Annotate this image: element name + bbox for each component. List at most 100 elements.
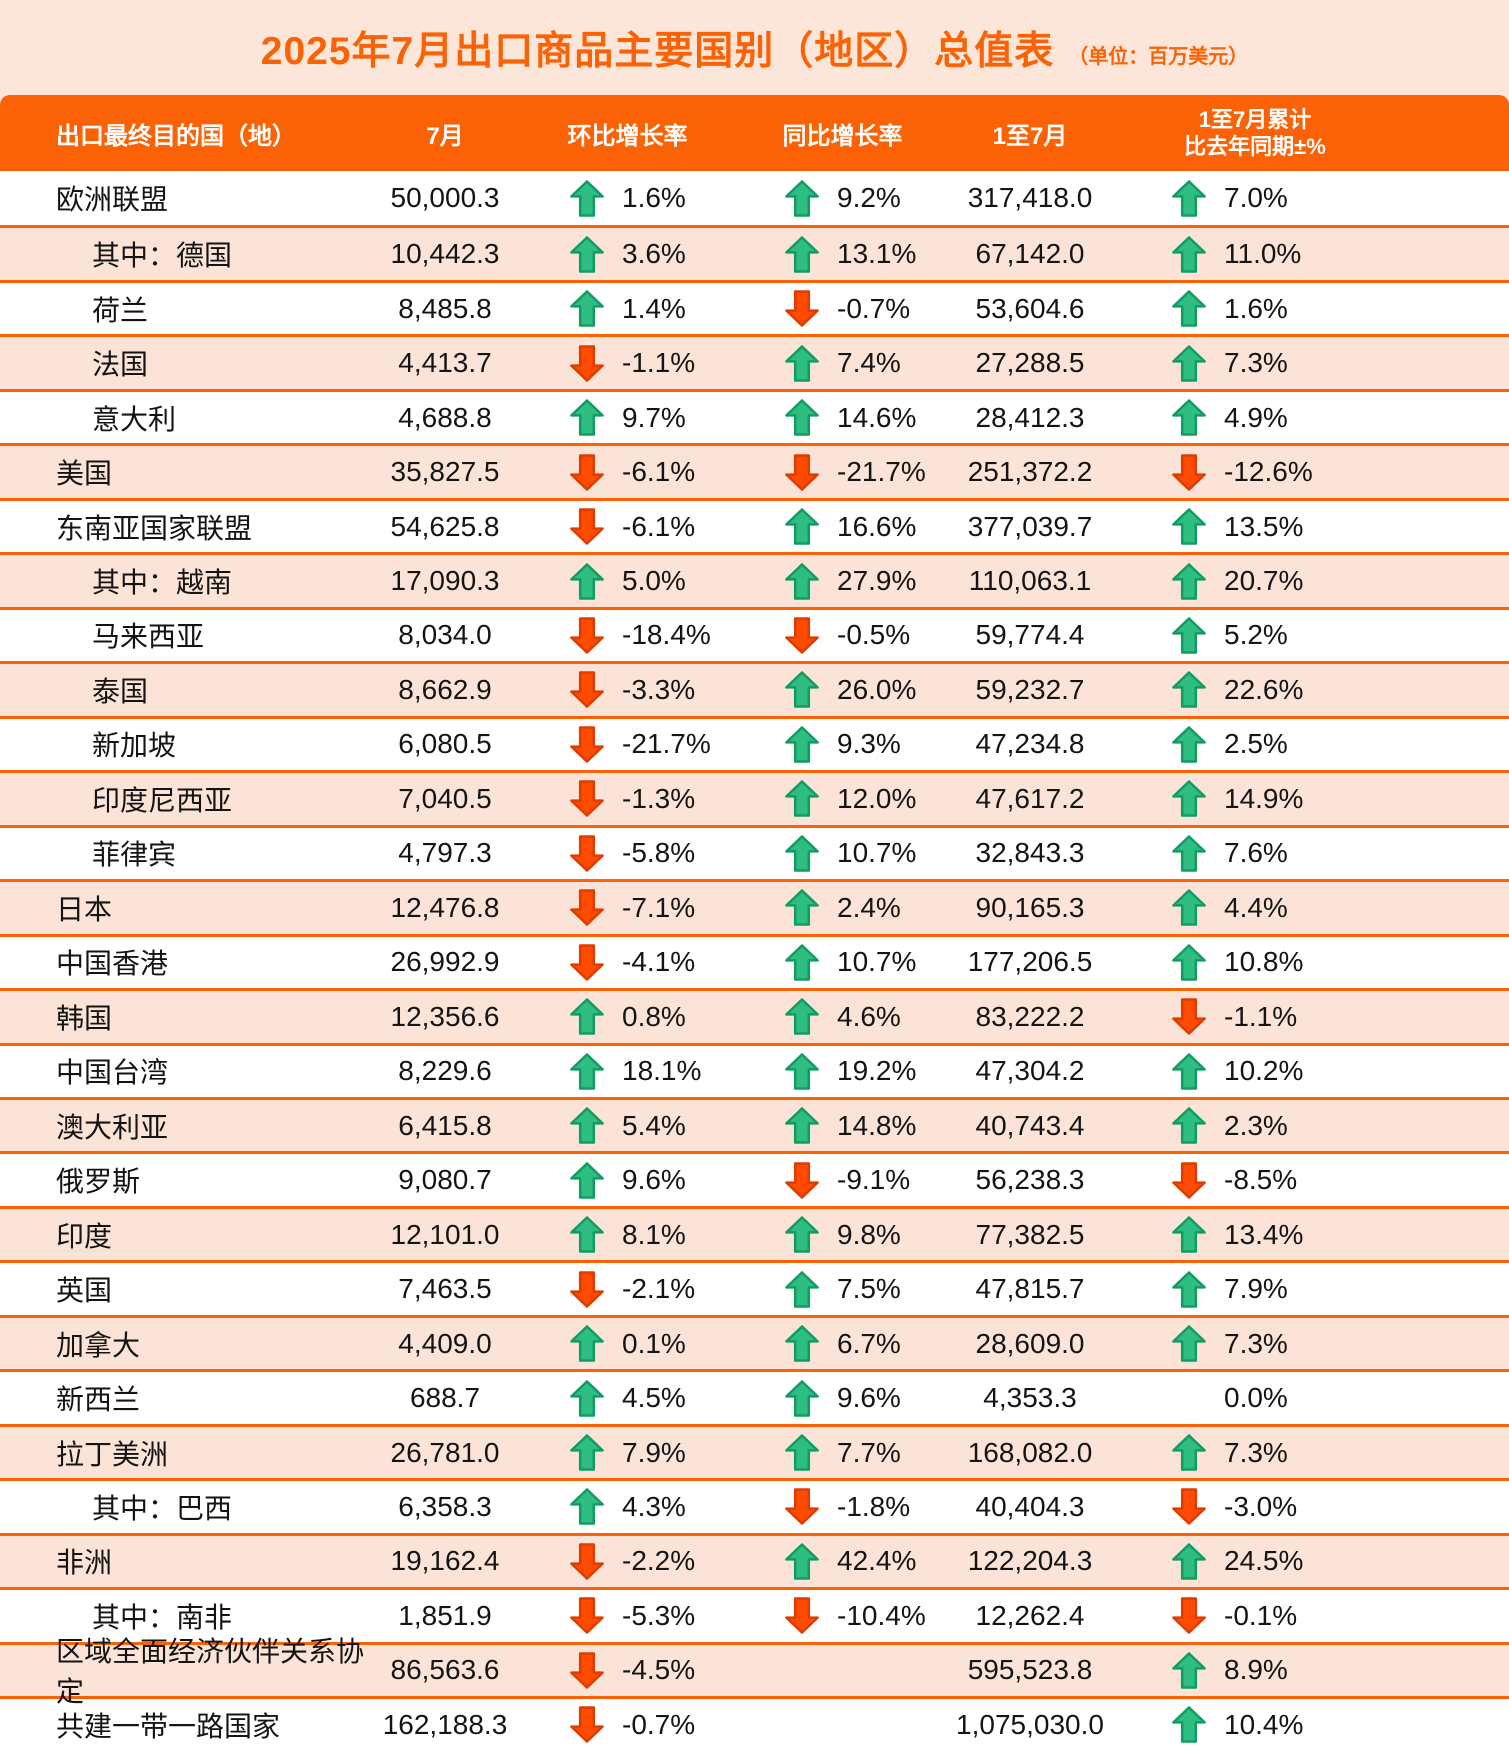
- cumulative-change-value: 8.9%: [1224, 1654, 1288, 1686]
- mom-growth-value: 18.1%: [622, 1055, 702, 1087]
- cumulative-change-cell: 2.3%: [1110, 1107, 1400, 1144]
- mom-growth-cell: 4.5%: [520, 1379, 735, 1417]
- arrow-placeholder: [785, 1706, 819, 1743]
- jan-jul-value: 53,604.6: [975, 292, 1085, 324]
- cumulative-change-value: 7.6%: [1224, 837, 1288, 869]
- jan-jul-value: 28,609.0: [975, 1327, 1085, 1359]
- jan-jul-value: 67,142.0: [975, 238, 1085, 270]
- yoy-growth-cell: 6.7%: [735, 1325, 950, 1362]
- country-name: 加拿大: [56, 1329, 141, 1361]
- jan-jul-value: 110,063.1: [968, 565, 1092, 597]
- country-name: 印度: [56, 1220, 113, 1252]
- cumulative-change-value: 1.6%: [1224, 292, 1288, 324]
- header-cumulative-change: 1至7月累计 比去年同期±%: [1184, 106, 1326, 160]
- table-row: 共建一带一路国家 162,188.3 -0.7% 1,075,030.0 10.…: [0, 1696, 1509, 1751]
- page-title: 2025年7月出口商品主要国别（地区）总值表: [260, 29, 1055, 73]
- july-value: 8,662.9: [398, 673, 492, 705]
- yoy-growth-value: 7.5%: [837, 1273, 901, 1305]
- jan-jul-value: 4,353.3: [983, 1382, 1077, 1414]
- yoy-growth-value: 42.4%: [837, 1545, 917, 1577]
- mom-growth-cell: 8.1%: [520, 1216, 735, 1253]
- up-arrow-icon: [1172, 179, 1206, 217]
- yoy-growth-value: 14.6%: [837, 401, 917, 433]
- yoy-growth-value: 27.9%: [837, 565, 917, 597]
- mom-growth-cell: -2.2%: [520, 1543, 735, 1580]
- up-arrow-icon: [1172, 1107, 1206, 1144]
- table-row: 美国 35,827.5 -6.1% -21.7% 251,372.2 -12.6…: [0, 443, 1509, 498]
- arrow-placeholder: [785, 1652, 819, 1689]
- mom-growth-value: 0.8%: [622, 1000, 686, 1032]
- mom-growth-cell: -1.3%: [520, 780, 735, 818]
- cumulative-change-cell: 4.9%: [1110, 399, 1400, 436]
- yoy-growth-value: 2.4%: [837, 891, 901, 923]
- mom-growth-cell: -4.1%: [520, 944, 735, 981]
- country-name: 泰国: [92, 675, 149, 707]
- table-row: 其中：巴西 6,358.3 4.3% -1.8% 40,404.3 -3.0%: [0, 1478, 1509, 1533]
- cumulative-change-value: -3.0%: [1224, 1490, 1298, 1522]
- yoy-growth-cell: -21.7%: [735, 453, 950, 491]
- country-name: 日本: [56, 893, 113, 925]
- mom-growth-cell: 3.6%: [520, 235, 735, 273]
- july-value: 12,476.8: [390, 891, 500, 923]
- cumulative-change-value: 4.9%: [1224, 401, 1288, 433]
- mom-growth-value: 9.6%: [622, 1164, 686, 1196]
- yoy-growth-cell: 14.8%: [735, 1107, 950, 1144]
- july-value: 6,358.3: [398, 1490, 492, 1522]
- up-arrow-icon: [1172, 889, 1206, 927]
- mom-growth-value: -6.1%: [622, 456, 696, 488]
- down-arrow-icon: [1172, 1597, 1206, 1635]
- july-value: 688.7: [409, 1382, 481, 1414]
- cumulative-change-cell: 10.4%: [1110, 1706, 1400, 1744]
- yoy-growth-value: -0.5%: [837, 619, 911, 651]
- down-arrow-icon: [785, 453, 819, 491]
- cumulative-change-cell: 7.3%: [1110, 1434, 1400, 1471]
- cumulative-change-cell: -1.1%: [1110, 998, 1400, 1036]
- down-arrow-icon: [570, 944, 604, 981]
- mom-growth-cell: -1.1%: [520, 344, 735, 382]
- up-arrow-icon: [570, 1052, 604, 1090]
- mom-growth-value: -18.4%: [622, 619, 711, 651]
- table-row: 其中：南非 1,851.9 -5.3% -10.4% 12,262.4 -0.1…: [0, 1587, 1509, 1642]
- up-arrow-icon: [785, 1543, 819, 1580]
- cumulative-change-cell: 8.9%: [1110, 1652, 1400, 1689]
- jan-jul-value: 47,304.2: [975, 1055, 1085, 1087]
- cumulative-change-value: -0.1%: [1224, 1599, 1298, 1631]
- mom-growth-cell: 0.1%: [520, 1325, 735, 1362]
- mom-growth-value: 0.1%: [622, 1327, 686, 1359]
- up-arrow-icon: [570, 1434, 604, 1471]
- yoy-growth-cell: -9.1%: [735, 1161, 950, 1199]
- table-row: 荷兰 8,485.8 1.4% -0.7% 53,604.6 1.6%: [0, 279, 1509, 335]
- yoy-growth-cell: 14.6%: [735, 399, 950, 436]
- down-arrow-icon: [570, 1270, 604, 1308]
- yoy-growth-cell: 9.2%: [735, 179, 950, 217]
- table-row: 区域全面经济伙伴关系协定 86,563.6 -4.5% 595,523.8 8.…: [0, 1636, 1509, 1707]
- july-value: 10,442.3: [390, 238, 500, 270]
- yoy-growth-cell: 16.6%: [735, 508, 950, 545]
- mom-growth-cell: -6.1%: [520, 453, 735, 491]
- yoy-growth-cell: 27.9%: [735, 562, 950, 600]
- july-value: 54,625.8: [390, 510, 500, 542]
- up-arrow-icon: [570, 235, 604, 273]
- table-row: 菲律宾 4,797.3 -5.8% 10.7% 32,843.3 7.6%: [0, 824, 1509, 880]
- country-name: 英国: [56, 1275, 113, 1307]
- mom-growth-cell: 5.0%: [520, 562, 735, 600]
- jan-jul-value: 595,523.8: [967, 1654, 1093, 1686]
- up-arrow-icon: [1172, 617, 1206, 654]
- mom-growth-cell: 1.4%: [520, 290, 735, 327]
- cumulative-change-cell: 13.5%: [1110, 508, 1400, 545]
- up-arrow-icon: [785, 1434, 819, 1471]
- table-row: 英国 7,463.5 -2.1% 7.5% 47,815.7 7.9%: [0, 1260, 1509, 1315]
- table-row: 印度尼西亚 7,040.5 -1.3% 12.0% 47,617.2 14.9%: [0, 770, 1509, 825]
- yoy-growth-cell: 19.2%: [735, 1052, 950, 1090]
- mom-growth-cell: 18.1%: [520, 1052, 735, 1090]
- mom-growth-value: 1.4%: [622, 292, 686, 324]
- cumulative-change-value: 20.7%: [1224, 565, 1304, 597]
- cumulative-change-cell: -8.5%: [1110, 1161, 1400, 1199]
- cumulative-change-value: 22.6%: [1224, 673, 1304, 705]
- country-name: 马来西亚: [92, 621, 205, 653]
- table-row: 东南亚国家联盟 54,625.8 -6.1% 16.6% 377,039.7 1…: [0, 497, 1509, 553]
- yoy-growth-value: -0.7%: [837, 292, 911, 324]
- up-arrow-icon: [1172, 235, 1206, 273]
- country-name: 意大利: [92, 403, 177, 435]
- jan-jul-value: 12,262.4: [975, 1599, 1085, 1631]
